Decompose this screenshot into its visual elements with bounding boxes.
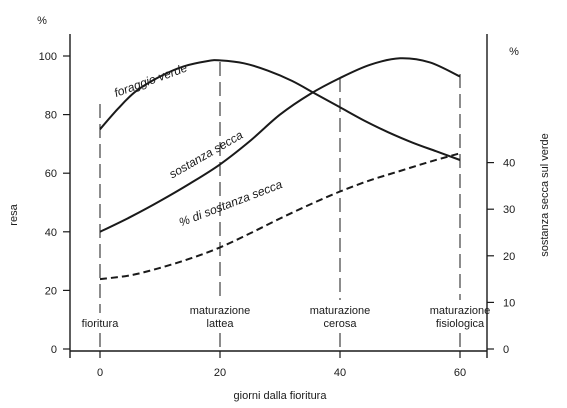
stage-label-3-0: maturazione	[430, 305, 491, 317]
series-line-0	[99, 59, 461, 161]
y-tick-label-0: 0	[51, 344, 57, 356]
axes	[69, 34, 488, 358]
stage-label-3-1: fisiologica	[436, 318, 485, 330]
ticks: 0 20 40 60 80 100 0 10 20 30 40 0 20 40 60	[39, 51, 516, 379]
y2-tick-label-0: 0	[503, 344, 509, 356]
left-unit-label: %	[37, 15, 47, 27]
series	[99, 57, 461, 281]
stage-label-1-1: lattea	[207, 318, 235, 330]
x-axis-title: giorni dalla fioritura	[234, 390, 328, 402]
y-tick-label-3: 60	[45, 168, 57, 180]
stage-label-2-0: maturazione	[310, 305, 371, 317]
x-tick-label-1: 20	[214, 367, 226, 379]
y2-tick-label-1: 10	[503, 297, 515, 309]
y-axis-title: resa	[8, 203, 20, 225]
y2-tick-label-3: 30	[503, 204, 515, 216]
stage-lines: fiorituramaturazionelatteamaturazionecer…	[82, 62, 491, 349]
series-line-1	[99, 57, 461, 233]
stage-label-2-1: cerosa	[323, 318, 357, 330]
y-tick-label-4: 80	[45, 110, 57, 122]
labels: % % resa sostanza secca sul verde giorni…	[8, 15, 551, 402]
y-tick-label-5: 100	[39, 51, 57, 63]
stage-label-0-0: fioritura	[82, 318, 120, 330]
x-tick-label-0: 0	[97, 367, 103, 379]
series-line-2	[99, 152, 461, 281]
right-unit-label: %	[509, 46, 519, 58]
series-label-foraggio-verde: foraggio verde	[112, 60, 189, 100]
y-tick-label-2: 40	[45, 227, 57, 239]
stage-label-1-0: maturazione	[190, 305, 251, 317]
y2-tick-label-4: 40	[503, 158, 515, 170]
y-tick-label-1: 20	[45, 285, 57, 297]
series-label-percent-sostanza-secca: % di sostanza secca	[177, 177, 284, 229]
x-tick-label-2: 40	[334, 367, 346, 379]
x-tick-label-3: 60	[454, 367, 466, 379]
y2-axis-title: sostanza secca sul verde	[539, 133, 551, 257]
y2-tick-label-2: 20	[503, 251, 515, 263]
